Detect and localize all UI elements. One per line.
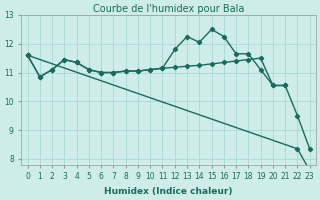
Title: Courbe de l'humidex pour Bala: Courbe de l'humidex pour Bala (93, 4, 244, 14)
X-axis label: Humidex (Indice chaleur): Humidex (Indice chaleur) (104, 187, 233, 196)
